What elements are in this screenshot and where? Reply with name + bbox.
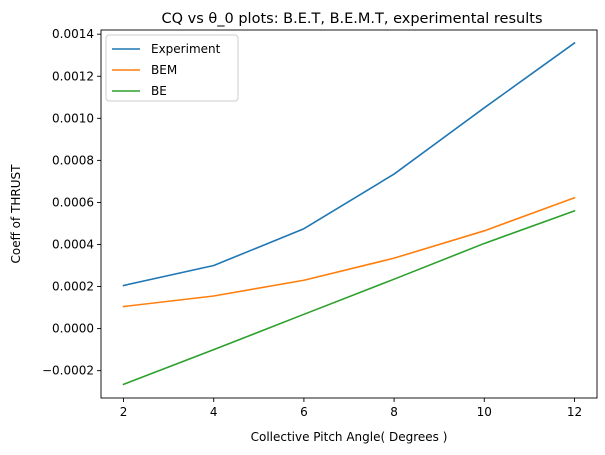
y-tick-label: 0.0006 (52, 195, 94, 209)
legend-label: BE (151, 84, 167, 98)
y-tick-label: 0.0014 (52, 27, 94, 41)
series-line-bem (122, 196, 576, 308)
series-line-experiment (122, 41, 576, 287)
y-tick-label: 0.0008 (52, 153, 94, 167)
y-tick-label: −0.0002 (42, 364, 94, 378)
series-layer (122, 41, 576, 386)
legend-label: BEM (151, 63, 177, 77)
x-tick-label: 8 (390, 405, 398, 419)
legend-label: Experiment (151, 42, 221, 56)
x-tick-label: 12 (567, 405, 582, 419)
y-tick-label: 0.0000 (52, 322, 94, 336)
x-tick-label: 4 (210, 405, 218, 419)
x-tick-label: 2 (120, 405, 128, 419)
y-axis-ticks: −0.0002 0.0000 0.0002 0.0004 0.0006 0.0008 0.0… (42, 27, 101, 378)
legend: Experiment BEM BE (105, 34, 239, 102)
y-tick-label: 0.0012 (52, 69, 94, 83)
x-axis-ticks: 2 4 6 8 10 12 (120, 398, 582, 419)
series-line-be (122, 209, 576, 386)
legend-box (105, 34, 239, 102)
plot-area-frame (100, 29, 598, 399)
x-axis-label: Collective Pitch Angle( Degrees ) (251, 430, 448, 444)
y-tick-label: 0.0004 (52, 237, 94, 251)
x-tick-label: 10 (477, 405, 492, 419)
y-axis-label: Coeff of THRUST (9, 164, 23, 264)
chart-title: CQ vs θ_0 plots: B.E.T, B.E.M.T, experim… (162, 11, 543, 27)
y-tick-label: 0.0010 (52, 111, 94, 125)
legend-items: Experiment BEM BE (112, 42, 221, 98)
y-tick-label: 0.0002 (52, 280, 94, 294)
x-tick-label: 6 (300, 405, 308, 419)
